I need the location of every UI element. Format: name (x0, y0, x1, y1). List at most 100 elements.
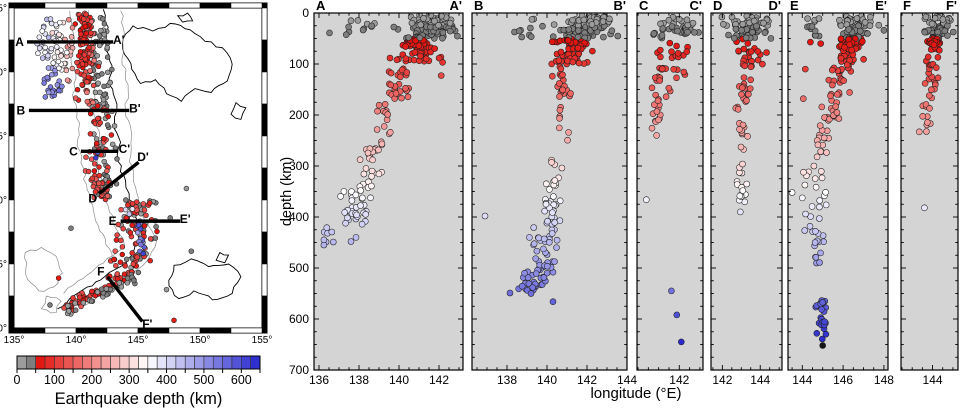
eq-dot (816, 197, 823, 204)
eq-dot (83, 30, 90, 37)
eq-dot (540, 235, 548, 243)
eq-dot (362, 211, 369, 218)
eq-dot (127, 229, 134, 236)
eq-dot (557, 65, 565, 73)
eq-dot (84, 98, 91, 105)
eq-dot (922, 13, 930, 21)
eq-dot (147, 236, 154, 242)
eq-dot (87, 68, 93, 74)
eq-dot (120, 225, 126, 232)
eq-dot (859, 38, 866, 45)
eq-dot (83, 154, 89, 160)
eq-dot (736, 192, 744, 200)
colorbar-tick-label: 100 (44, 373, 65, 387)
eq-dot (330, 238, 337, 246)
eq-dot (806, 223, 814, 230)
eq-dot (80, 16, 87, 22)
eq-dot (535, 234, 542, 242)
eq-dot (683, 48, 691, 55)
x-axis-title: longitude (°E) (590, 385, 681, 402)
eq-dot (837, 54, 845, 62)
section-panel-F: 144 F F' (900, 0, 959, 387)
eq-dot (103, 286, 110, 292)
section-panel-E: 144 146 148 E E' (787, 0, 894, 387)
panel-ticks (472, 13, 627, 370)
eq-dot (732, 25, 740, 33)
eq-dot (431, 17, 438, 25)
eq-dot (840, 77, 847, 84)
eq-dot (55, 58, 62, 65)
colorbar-block (250, 355, 261, 370)
panel-label-D: D (713, 0, 722, 13)
colorbar-block (119, 355, 130, 370)
eq-dot (589, 47, 596, 55)
eq-dot (454, 32, 461, 40)
eq-dot (95, 80, 101, 86)
panel-dots (320, 13, 461, 249)
eq-dot (353, 211, 360, 219)
map-lat-label: 10° (0, 324, 7, 335)
eq-dot (673, 74, 680, 82)
eq-dot (123, 197, 129, 203)
eq-dot (657, 46, 664, 54)
eq-dot (564, 136, 571, 144)
eq-dot (54, 49, 61, 55)
eq-dot (738, 26, 745, 34)
eq-dot (919, 113, 926, 120)
eq-dot (799, 194, 806, 202)
eq-dot (739, 160, 746, 168)
eq-dot (837, 22, 845, 29)
eq-dot (104, 44, 111, 51)
eq-dot (599, 18, 607, 25)
map-lat-label: 20° (0, 196, 7, 207)
eq-dot (734, 106, 742, 113)
eq-dot (97, 89, 103, 96)
eq-dot (817, 148, 824, 155)
colorbar-block (16, 355, 27, 370)
panel-label-A: A (316, 0, 326, 13)
eq-dot (91, 194, 97, 201)
eq-dot (811, 175, 819, 182)
eq-dot (829, 66, 836, 74)
eq-dot (861, 19, 869, 26)
colorbar-title: Earthquake depth (km) (55, 390, 223, 408)
eq-dot (821, 318, 828, 325)
eq-dot (543, 180, 550, 188)
eq-dot (720, 20, 727, 28)
eq-dot (415, 42, 423, 49)
eq-dot (140, 201, 147, 207)
map-lat-label: 15° (0, 260, 7, 271)
eq-dot (387, 81, 395, 89)
section-label-F-prime: F' (142, 317, 152, 331)
eq-dot (98, 286, 105, 292)
eq-dot (813, 330, 821, 337)
eq-dot (140, 250, 147, 257)
map-lat-label: 25° (0, 132, 7, 143)
eq-dot (117, 259, 124, 265)
coastline (215, 251, 230, 264)
eq-dot (364, 149, 372, 157)
eq-dot (740, 45, 748, 53)
eq-dot (848, 46, 855, 54)
eq-dot (553, 244, 560, 251)
eq-dot (651, 101, 658, 108)
eq-dot (111, 123, 118, 129)
eq-dot (670, 66, 677, 73)
eq-dot (843, 61, 851, 69)
eq-dot (362, 165, 370, 172)
eq-dot (689, 19, 697, 27)
eq-dot (819, 299, 826, 306)
eq-dot (588, 21, 596, 28)
eq-dot (111, 256, 117, 263)
eq-dot (655, 116, 662, 124)
section-line-F (106, 275, 144, 323)
eq-dot (926, 105, 933, 112)
eq-dot (427, 23, 434, 31)
eq-dot (656, 77, 663, 84)
eq-dot (36, 34, 43, 40)
panel-dots (643, 13, 702, 346)
eq-dot (375, 170, 383, 178)
eq-dot (549, 209, 556, 216)
eq-dot (934, 54, 942, 61)
eq-dot (82, 23, 89, 30)
